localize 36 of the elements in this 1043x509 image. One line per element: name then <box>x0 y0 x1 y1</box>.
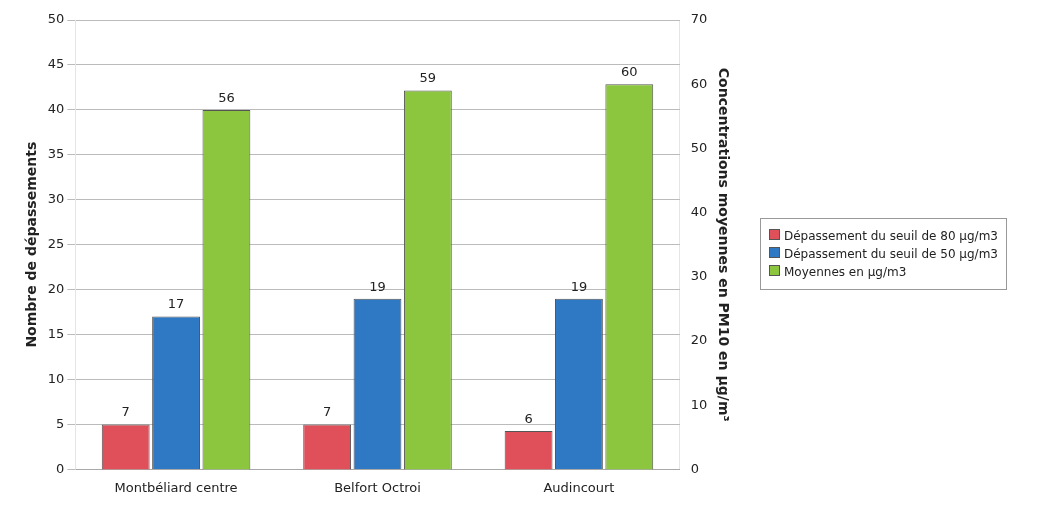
y-tick-label: 45 <box>47 56 65 72</box>
data-label: 59 <box>419 70 437 86</box>
data-label: 19 <box>369 278 386 294</box>
data-label: 6 <box>524 410 533 426</box>
y2-tick-label: 10 <box>690 396 708 412</box>
data-label: 17 <box>167 296 185 312</box>
y2-axis-title: Concentrations moyennes en PM10 en µg/m³ <box>715 67 732 422</box>
y-tick-label: 25 <box>47 236 65 252</box>
y-tick-label: 35 <box>47 146 65 162</box>
y2-tick-label: 0 <box>690 460 699 476</box>
y2-tick-label: 60 <box>690 75 708 91</box>
y2-tick-label: 50 <box>690 139 708 155</box>
data-label: 19 <box>570 278 588 294</box>
y-tick-label: 40 <box>47 101 65 117</box>
x-tick-label: Belfort Octroi <box>334 479 421 495</box>
data-label: 7 <box>323 404 332 420</box>
y2-tick-label: 70 <box>690 11 708 27</box>
y-tick-label: 20 <box>47 281 65 297</box>
y-tick-label: 0 <box>56 460 65 476</box>
legend-label: Moyennes en µg/m3 <box>783 265 908 279</box>
y2-tick-label: 40 <box>690 203 708 219</box>
legend-label: Dépassement du seuil de 50 µg/m3 <box>783 247 998 261</box>
y-tick-label: 15 <box>47 325 65 341</box>
data-label: 7 <box>121 404 130 420</box>
data-label: 60 <box>621 64 638 80</box>
y-tick-label: 5 <box>56 415 65 431</box>
y-tick-label: 10 <box>47 370 65 386</box>
legend-label: Dépassement du seuil de 80 µg/m3 <box>783 229 998 243</box>
x-tick-label: Audincourt <box>543 479 615 495</box>
y-axis-title: Nombre de dépassements <box>23 141 40 348</box>
x-tick-label: Montbéliard centre <box>114 479 238 495</box>
y2-tick-label: 20 <box>690 332 708 348</box>
data-label: 56 <box>218 89 235 105</box>
y2-tick-label: 30 <box>690 268 708 284</box>
y-tick-label: 30 <box>47 191 65 207</box>
y-tick-label: 50 <box>47 11 65 27</box>
